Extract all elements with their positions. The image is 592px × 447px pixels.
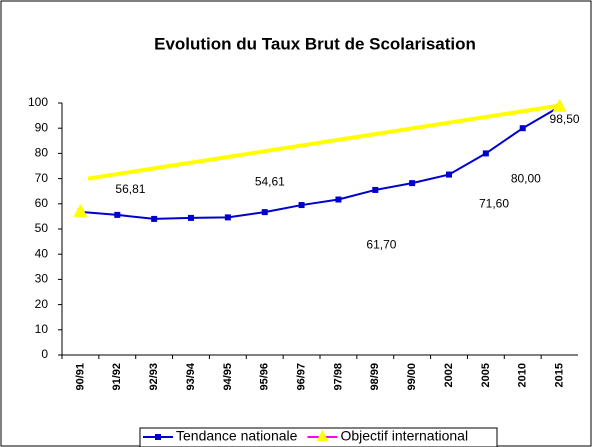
marker <box>335 196 342 203</box>
chart-title: Evolution du Taux Brut de Scolarisation <box>154 34 476 53</box>
x-tick-label: 92/93 <box>148 363 160 391</box>
series-line <box>80 105 561 220</box>
y-tick-label: 50 <box>35 221 49 235</box>
marker <box>114 211 121 218</box>
x-tick-label: 2002 <box>443 363 455 387</box>
data-label: 71,60 <box>479 197 509 211</box>
marker <box>446 171 452 178</box>
x-tick-label: 99/00 <box>406 363 418 391</box>
x-tick-label: 94/95 <box>222 363 234 391</box>
x-tick-label: 97/98 <box>332 363 344 391</box>
legend-label: Tendance nationale <box>176 428 298 444</box>
marker <box>409 180 416 187</box>
data-label: 54,61 <box>255 175 285 189</box>
x-tick-label: 2010 <box>517 363 529 387</box>
y-tick-label: 30 <box>35 272 49 286</box>
data-label: 98,50 <box>550 112 580 126</box>
x-tick-label: 96/97 <box>295 363 307 391</box>
y-tick-label: 70 <box>35 171 49 185</box>
marker <box>482 150 489 157</box>
x-tick-label: 91/92 <box>111 363 123 391</box>
data-label: 61,70 <box>366 238 396 252</box>
marker <box>298 202 305 209</box>
y-tick-label: 0 <box>41 347 48 361</box>
marker <box>151 215 158 222</box>
y-tick-label: 10 <box>35 322 49 336</box>
x-tick-label: 90/91 <box>74 363 86 391</box>
marker <box>73 203 88 217</box>
x-tick-label: 95/96 <box>259 363 271 391</box>
x-tick-label: 93/94 <box>185 362 197 390</box>
y-tick-label: 60 <box>35 196 49 210</box>
marker <box>552 98 567 112</box>
marker <box>261 209 268 216</box>
y-tick-label: 20 <box>35 297 49 311</box>
data-label: 80,00 <box>511 172 541 186</box>
trend-arrow <box>87 103 561 181</box>
x-tick-label: 98/99 <box>369 363 381 391</box>
legend-marker <box>155 434 161 440</box>
marker <box>224 214 231 221</box>
y-tick-label: 40 <box>35 246 49 260</box>
x-tick-label: 2005 <box>480 363 492 387</box>
marker <box>188 214 194 221</box>
y-tick-label: 90 <box>35 120 49 134</box>
y-tick-label: 100 <box>28 95 48 109</box>
y-tick-label: 80 <box>35 146 49 160</box>
marker <box>372 186 379 193</box>
x-tick-label: 2015 <box>553 363 565 387</box>
data-label: 56,81 <box>115 182 145 196</box>
legend-label: Objectif international <box>340 428 468 444</box>
marker <box>519 125 526 132</box>
legend-marker <box>316 430 329 441</box>
